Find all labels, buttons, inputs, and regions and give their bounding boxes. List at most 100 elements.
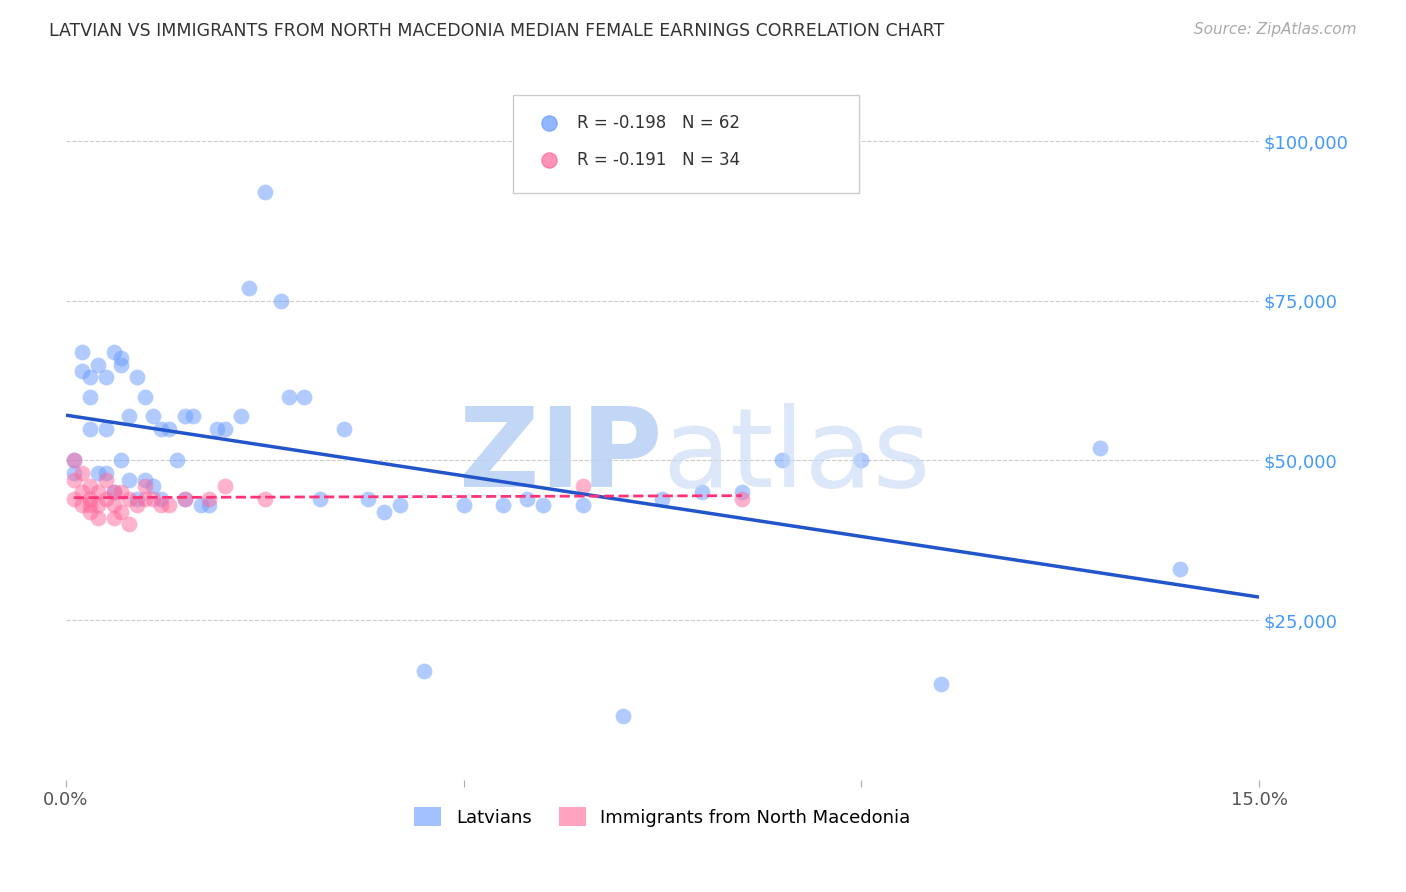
Point (770, 453, 793, 467)
Point (127, 370, 149, 384)
Point (572, 498, 595, 512)
Point (86, 511, 108, 525)
Point (62, 467, 84, 481)
Point (253, 186, 276, 200)
Point (86, 498, 108, 512)
Point (134, 479, 156, 493)
Point (157, 421, 180, 435)
Point (929, 677, 952, 691)
Point (157, 498, 180, 512)
Point (142, 409, 165, 423)
Point (70, 364, 93, 378)
Point (357, 491, 380, 506)
Point (174, 491, 197, 506)
Point (79, 370, 101, 384)
Point (229, 409, 252, 423)
Point (127, 498, 149, 512)
Point (94, 491, 117, 506)
Point (79, 390, 101, 404)
Point (150, 421, 173, 435)
Point (110, 485, 132, 500)
Point (134, 491, 156, 506)
Point (118, 517, 141, 532)
Point (142, 479, 165, 493)
Point (79, 504, 101, 518)
Point (270, 293, 292, 308)
Point (651, 491, 673, 506)
Point (134, 390, 156, 404)
Point (531, 498, 554, 512)
Point (103, 485, 125, 500)
Point (79, 491, 101, 506)
Point (492, 498, 515, 512)
Point (110, 453, 132, 467)
Point (181, 409, 204, 423)
Point (62, 453, 84, 467)
Point (103, 498, 125, 512)
Point (86, 467, 108, 481)
Point (103, 345, 125, 359)
Point (94, 370, 117, 384)
Legend: Latvians, Immigrants from North Macedonia: Latvians, Immigrants from North Macedoni… (408, 800, 918, 834)
Point (103, 485, 125, 500)
Point (205, 421, 228, 435)
Point (94, 421, 117, 435)
Point (166, 453, 188, 467)
Point (94, 473, 117, 487)
Point (118, 473, 141, 487)
Point (333, 421, 356, 435)
Point (612, 708, 634, 723)
Point (62, 473, 84, 487)
Text: ZIP: ZIP (460, 403, 662, 510)
Point (110, 504, 132, 518)
Point (1088, 441, 1111, 455)
Point (373, 504, 395, 518)
Point (110, 358, 132, 372)
Point (253, 491, 276, 506)
Point (79, 479, 101, 493)
Point (388, 498, 411, 512)
Point (62, 491, 84, 506)
Point (86, 358, 108, 372)
Point (1168, 562, 1191, 576)
FancyBboxPatch shape (513, 95, 859, 194)
Point (79, 421, 101, 435)
Point (70, 485, 93, 500)
Point (516, 491, 538, 506)
Point (214, 421, 236, 435)
Point (103, 511, 125, 525)
Point (412, 664, 434, 678)
Point (118, 491, 141, 506)
Point (198, 491, 221, 506)
Point (62, 453, 84, 467)
Point (572, 479, 595, 493)
Point (70, 345, 93, 359)
Point (79, 498, 101, 512)
Text: R = -0.191   N = 34: R = -0.191 N = 34 (576, 152, 740, 169)
Point (690, 485, 713, 500)
Point (731, 491, 754, 506)
Point (94, 467, 117, 481)
Point (174, 491, 197, 506)
Point (190, 498, 212, 512)
Text: atlas: atlas (662, 403, 931, 510)
Point (851, 453, 873, 467)
Point (731, 485, 754, 500)
Text: R = -0.198   N = 62: R = -0.198 N = 62 (576, 114, 740, 132)
Text: LATVIAN VS IMMIGRANTS FROM NORTH MACEDONIA MEDIAN FEMALE EARNINGS CORRELATION CH: LATVIAN VS IMMIGRANTS FROM NORTH MACEDON… (49, 22, 945, 40)
Point (198, 498, 221, 512)
Point (453, 498, 475, 512)
Point (294, 390, 316, 404)
Text: Source: ZipAtlas.com: Source: ZipAtlas.com (1194, 22, 1357, 37)
Point (134, 473, 156, 487)
Point (142, 491, 165, 506)
Point (150, 498, 173, 512)
Point (174, 409, 197, 423)
Point (86, 485, 108, 500)
Point (110, 351, 132, 366)
Point (277, 390, 299, 404)
Point (214, 479, 236, 493)
Point (127, 491, 149, 506)
Point (309, 491, 332, 506)
Point (70, 467, 93, 481)
